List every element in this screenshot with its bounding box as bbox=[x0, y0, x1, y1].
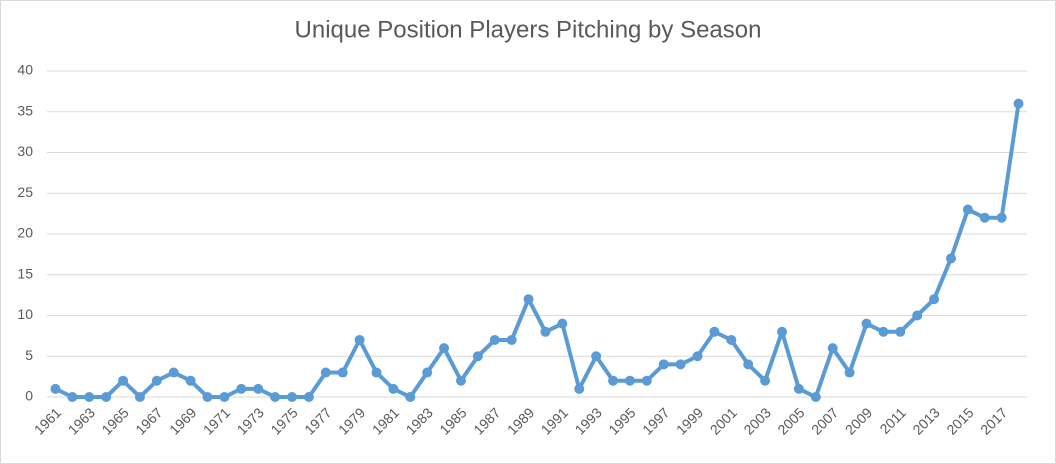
data-point bbox=[895, 326, 906, 337]
y-tick-label: 15 bbox=[17, 265, 33, 281]
data-point bbox=[439, 343, 450, 354]
data-point bbox=[354, 334, 365, 345]
y-tick-label: 5 bbox=[25, 347, 33, 363]
data-point bbox=[253, 383, 264, 394]
data-point bbox=[337, 367, 348, 378]
data-point bbox=[608, 375, 619, 386]
data-point bbox=[574, 383, 585, 394]
data-point bbox=[168, 367, 179, 378]
data-point bbox=[185, 375, 196, 386]
data-point bbox=[101, 392, 112, 402]
data-point bbox=[287, 392, 297, 402]
data-point bbox=[675, 359, 686, 370]
y-tick-label: 40 bbox=[17, 62, 33, 78]
data-point bbox=[405, 392, 416, 402]
data-point bbox=[134, 392, 145, 402]
data-point bbox=[506, 334, 517, 345]
data-point bbox=[709, 326, 720, 337]
data-point bbox=[912, 310, 923, 321]
y-tick-label: 10 bbox=[17, 306, 33, 322]
data-point bbox=[641, 375, 652, 386]
data-point bbox=[624, 375, 635, 386]
y-tick-label: 30 bbox=[17, 143, 33, 159]
data-point bbox=[591, 351, 602, 362]
data-point bbox=[540, 326, 551, 337]
data-point bbox=[929, 294, 940, 305]
data-point bbox=[861, 318, 872, 329]
data-point bbox=[557, 318, 568, 329]
data-point bbox=[50, 383, 61, 394]
chart-title: Unique Position Players Pitching by Seas… bbox=[295, 16, 762, 43]
data-point bbox=[844, 367, 855, 378]
data-point bbox=[422, 367, 433, 378]
data-point bbox=[151, 375, 162, 386]
y-tick-label: 35 bbox=[17, 102, 33, 118]
data-point bbox=[523, 294, 534, 305]
data-point bbox=[303, 392, 314, 402]
data-point bbox=[1013, 98, 1024, 109]
data-point bbox=[726, 334, 737, 345]
y-tick-label: 0 bbox=[25, 388, 33, 404]
data-point bbox=[270, 392, 281, 402]
data-point bbox=[996, 212, 1007, 223]
y-tick-label: 20 bbox=[17, 225, 33, 241]
data-point bbox=[118, 375, 129, 386]
data-point bbox=[658, 359, 669, 370]
data-point bbox=[84, 392, 95, 402]
data-point bbox=[388, 383, 399, 394]
data-point bbox=[827, 343, 838, 354]
data-point bbox=[371, 367, 382, 378]
data-point bbox=[67, 392, 78, 402]
data-point bbox=[793, 383, 804, 394]
data-point bbox=[962, 204, 973, 215]
data-point bbox=[236, 383, 247, 394]
y-tick-label: 25 bbox=[17, 184, 33, 200]
data-point bbox=[692, 351, 703, 362]
data-point bbox=[320, 367, 331, 378]
data-point bbox=[455, 375, 466, 386]
data-point bbox=[777, 326, 787, 337]
data-point bbox=[810, 392, 821, 402]
data-point bbox=[472, 351, 483, 362]
data-point bbox=[219, 392, 230, 402]
data-line bbox=[54, 103, 1021, 399]
data-point bbox=[202, 392, 213, 402]
data-point bbox=[760, 375, 771, 386]
data-point bbox=[743, 359, 754, 370]
data-point bbox=[878, 326, 889, 337]
data-point bbox=[979, 212, 990, 223]
data-point bbox=[945, 253, 956, 264]
data-point bbox=[489, 334, 500, 345]
